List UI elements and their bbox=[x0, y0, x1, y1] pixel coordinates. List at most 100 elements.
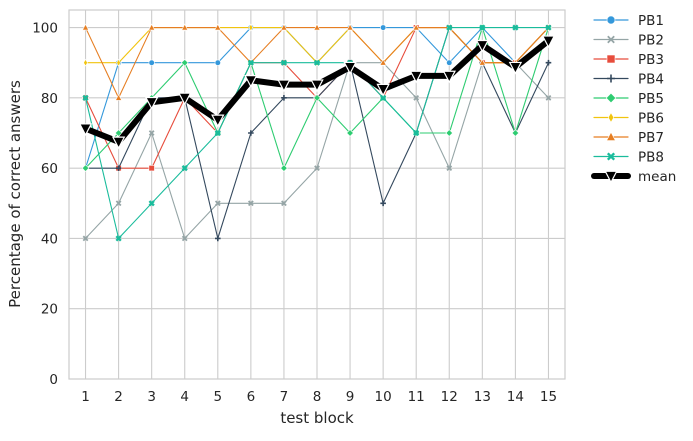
legend-item-pb6: PB6 bbox=[593, 111, 664, 127]
data-point-pb7 bbox=[81, 23, 90, 31]
data-point-pb5 bbox=[280, 164, 288, 172]
data-point-pb8 bbox=[446, 24, 453, 31]
data-point-pb8 bbox=[247, 59, 254, 66]
data-point-pb2 bbox=[281, 200, 287, 207]
data-point-mean bbox=[277, 79, 291, 93]
x-tick-label: 10 bbox=[375, 389, 392, 405]
data-point-pb3 bbox=[148, 165, 155, 172]
data-point-pb4 bbox=[545, 59, 552, 66]
plot-frame bbox=[68, 9, 566, 380]
legend-marker-pb1 bbox=[606, 15, 616, 25]
data-point-pb5 bbox=[445, 129, 454, 137]
x-tick-label: 11 bbox=[408, 389, 425, 405]
data-point-pb7 bbox=[280, 23, 288, 31]
data-point-mean bbox=[178, 92, 192, 106]
data-point-pb8 bbox=[148, 200, 155, 207]
data-point-pb2 bbox=[82, 235, 89, 242]
x-tick-label: 6 bbox=[247, 389, 256, 405]
data-point-mean bbox=[409, 70, 423, 84]
y-axis-label: Percentage of correct answers bbox=[6, 80, 24, 308]
legend-marker-mean bbox=[604, 170, 618, 184]
data-point-pb8 bbox=[214, 129, 221, 137]
y-tick-label: 40 bbox=[41, 231, 58, 247]
legend-marker-pb3 bbox=[606, 54, 616, 64]
data-point-pb6 bbox=[83, 58, 88, 67]
data-point-pb8 bbox=[545, 24, 552, 31]
data-point-pb8 bbox=[512, 24, 519, 31]
legend-label-pb3: PB3 bbox=[638, 52, 664, 68]
legend-marker-pb8 bbox=[606, 152, 616, 161]
data-point-pb7 bbox=[148, 23, 156, 31]
data-point-mean bbox=[310, 79, 324, 93]
data-point-pb4 bbox=[115, 165, 122, 171]
x-tick-label: 14 bbox=[507, 389, 524, 405]
data-point-mean bbox=[442, 70, 456, 84]
data-point-pb1 bbox=[446, 59, 453, 66]
data-point-pb6 bbox=[248, 23, 254, 32]
legend-label-pb6: PB6 bbox=[638, 111, 664, 127]
data-point-pb2 bbox=[181, 235, 188, 242]
data-point-mean bbox=[508, 61, 523, 75]
x-tick-label: 13 bbox=[474, 389, 491, 405]
data-point-pb8 bbox=[115, 235, 122, 242]
legend-item-mean: mean bbox=[591, 169, 676, 185]
legend-item-pb4: PB4 bbox=[593, 72, 664, 88]
legend-label-pb4: PB4 bbox=[638, 72, 664, 88]
data-point-mean bbox=[78, 123, 93, 137]
legend: PB1 PB2 PB3 PB4 PB5 PB6 PB7 PB8 mean bbox=[591, 13, 676, 185]
data-point-pb2 bbox=[446, 165, 453, 172]
data-point-pb7 bbox=[379, 58, 387, 66]
x-tick-label: 2 bbox=[114, 389, 123, 405]
legend-marker-pb2 bbox=[607, 35, 615, 44]
legend-marker-pb5 bbox=[605, 92, 617, 104]
series-mean bbox=[78, 35, 556, 150]
data-point-mean bbox=[211, 114, 225, 128]
data-point-pb2 bbox=[148, 130, 155, 136]
data-point-pb2 bbox=[413, 94, 420, 101]
y-tick-label: 100 bbox=[32, 21, 58, 37]
legend-label-pb2: PB2 bbox=[638, 33, 664, 49]
data-point-pb7 bbox=[478, 58, 486, 66]
data-point-pb7 bbox=[115, 93, 123, 101]
grid bbox=[69, 10, 565, 380]
data-point-pb8 bbox=[313, 59, 321, 66]
data-point-pb2 bbox=[314, 165, 320, 172]
legend-marker-pb6 bbox=[607, 112, 615, 123]
data-point-pb2 bbox=[214, 200, 221, 207]
x-tick-label: 1 bbox=[81, 389, 90, 405]
legend-label-mean: mean bbox=[638, 169, 676, 185]
y-tick-label: 80 bbox=[41, 91, 58, 107]
data-point-pb6 bbox=[116, 58, 121, 67]
x-tick-label: 3 bbox=[147, 389, 156, 405]
x-tick-label: 5 bbox=[214, 389, 223, 405]
data-point-pb5 bbox=[114, 129, 123, 137]
x-tick-label: 8 bbox=[313, 389, 322, 405]
x-tick-label: 4 bbox=[180, 389, 189, 405]
y-tick-label: 0 bbox=[49, 372, 58, 388]
data-point-pb4 bbox=[380, 200, 386, 207]
data-point-pb8 bbox=[380, 94, 387, 101]
legend-marker-pb7 bbox=[606, 131, 616, 141]
data-point-mean bbox=[343, 61, 357, 75]
data-point-mean bbox=[376, 83, 390, 97]
legend-item-pb5: PB5 bbox=[593, 91, 664, 107]
data-point-pb5 bbox=[511, 129, 520, 137]
data-point-pb2 bbox=[115, 200, 122, 207]
series-pb8 bbox=[82, 24, 552, 242]
legend-item-pb2: PB2 bbox=[593, 33, 664, 49]
legend-label-pb5: PB5 bbox=[638, 91, 664, 107]
data-point-pb8 bbox=[280, 59, 288, 66]
legend-item-pb7: PB7 bbox=[593, 130, 664, 146]
legend-item-pb3: PB3 bbox=[593, 52, 664, 68]
data-point-pb8 bbox=[181, 165, 188, 172]
y-tick-label: 20 bbox=[41, 302, 58, 318]
data-point-pb7 bbox=[181, 23, 189, 31]
x-tick-label: 9 bbox=[346, 389, 355, 405]
data-point-pb7 bbox=[346, 23, 354, 31]
x-axis-label: test block bbox=[280, 409, 354, 427]
data-point-pb8 bbox=[479, 24, 486, 31]
legend-label-pb8: PB8 bbox=[638, 150, 664, 166]
